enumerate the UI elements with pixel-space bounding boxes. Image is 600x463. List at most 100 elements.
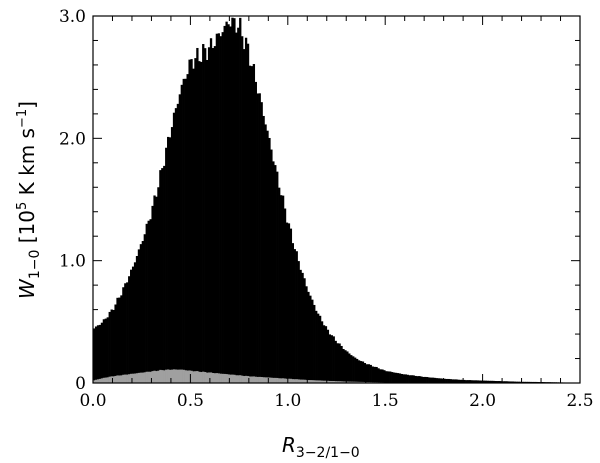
histogram-bar-total bbox=[241, 36, 244, 383]
histogram-bar-subset bbox=[155, 371, 158, 383]
histogram-bar-total bbox=[486, 380, 489, 383]
histogram-bar-subset bbox=[311, 380, 314, 383]
histogram-bar-subset bbox=[96, 379, 100, 383]
histogram-bar-subset bbox=[297, 379, 300, 383]
histogram-bar-subset bbox=[182, 369, 185, 383]
histogram-bar-total bbox=[515, 381, 519, 383]
histogram-bar-subset bbox=[174, 369, 178, 383]
histogram-bar-total bbox=[428, 377, 431, 383]
histogram-bar-subset bbox=[318, 380, 322, 383]
y-tick-labels: 0 1.0 2.0 3.0 bbox=[59, 7, 86, 394]
histogram-bar-total bbox=[435, 378, 439, 383]
histogram-bar-total bbox=[392, 372, 396, 383]
histogram-bar-total bbox=[274, 165, 277, 383]
histogram-bar-subset bbox=[254, 376, 257, 383]
histogram-bar-total bbox=[93, 328, 96, 383]
histogram-bar-total bbox=[157, 187, 160, 383]
histogram-bar-subset bbox=[141, 372, 144, 383]
histogram-bar-subset bbox=[326, 380, 330, 383]
histogram-bar-total bbox=[135, 256, 139, 383]
histogram-bar-total bbox=[211, 48, 215, 383]
histogram-bar-total bbox=[168, 137, 172, 383]
histogram-bar-subset bbox=[264, 377, 267, 383]
histogram-bar-subset bbox=[334, 381, 337, 383]
y-axis-label: W1−0 [105 K km s−1] bbox=[15, 101, 43, 299]
histogram-bar-total bbox=[394, 372, 398, 383]
histogram-bar-total bbox=[478, 380, 481, 383]
histogram-bar-subset bbox=[202, 371, 205, 383]
histogram-bar-subset bbox=[266, 377, 269, 383]
histogram-bar-subset bbox=[211, 373, 215, 383]
histogram-bar-total bbox=[94, 326, 98, 383]
histogram-bar-total bbox=[190, 59, 193, 384]
histogram-bar-total bbox=[202, 44, 205, 383]
histogram-bar-total bbox=[233, 18, 236, 383]
histogram-bar-subset bbox=[93, 380, 96, 383]
histogram-bar-subset bbox=[196, 371, 199, 383]
histogram-bar-total bbox=[336, 343, 339, 383]
histogram-bar-subset bbox=[176, 369, 180, 383]
histogram-bar-subset bbox=[145, 371, 148, 383]
histogram-bar-total bbox=[507, 381, 511, 383]
histogram-bar-total bbox=[441, 378, 444, 383]
histogram-bar-subset bbox=[126, 374, 129, 383]
histogram-bar-subset bbox=[239, 375, 242, 383]
histogram-bar-total bbox=[439, 378, 443, 383]
histogram-bar-total bbox=[379, 369, 382, 383]
histogram-bar-subset bbox=[102, 377, 106, 383]
histogram-bar-total bbox=[186, 74, 189, 384]
histogram-bar-total bbox=[280, 195, 283, 383]
histogram-bar-total bbox=[496, 381, 499, 383]
histogram-bar-total bbox=[299, 269, 302, 383]
histogram-bar-total bbox=[463, 379, 466, 383]
histogram-bar-total bbox=[252, 64, 256, 383]
histogram-bar-subset bbox=[131, 373, 135, 383]
histogram-bar-subset bbox=[307, 380, 310, 383]
histogram-bar-total bbox=[122, 287, 125, 383]
histogram-bar-total bbox=[422, 376, 425, 383]
histogram-bar-subset bbox=[281, 378, 285, 383]
histogram-bar-total bbox=[338, 343, 341, 383]
histogram-bar-subset bbox=[108, 376, 111, 383]
histogram-bar-total bbox=[153, 195, 156, 383]
histogram-bar-total bbox=[161, 168, 164, 383]
histogram-bar-total bbox=[375, 366, 378, 383]
x-tick-label: 0.0 bbox=[79, 391, 106, 411]
histogram-bar-total bbox=[309, 295, 312, 383]
histogram-bar-subset bbox=[231, 374, 234, 383]
histogram-bar-subset bbox=[289, 378, 293, 383]
histogram-bar-subset bbox=[223, 373, 226, 383]
histogram-bar-total bbox=[235, 32, 238, 383]
histogram-bar-total bbox=[357, 360, 361, 383]
histogram-bar-total bbox=[128, 276, 131, 383]
histogram-bar-total bbox=[180, 84, 183, 383]
histogram-bar-total bbox=[404, 374, 407, 383]
histogram-bar-total bbox=[174, 108, 178, 384]
histogram-bar-total bbox=[114, 304, 117, 383]
histogram-bar-total bbox=[172, 112, 176, 384]
histogram-bar-total bbox=[293, 249, 296, 383]
histogram-bar-subset bbox=[301, 379, 304, 383]
histogram-bar-total bbox=[303, 278, 306, 383]
histogram-bar-subset bbox=[258, 376, 261, 383]
histogram-bar-total bbox=[116, 297, 119, 383]
histogram-bar-total bbox=[348, 353, 351, 383]
histogram-bar-subset bbox=[317, 380, 320, 383]
histogram-bar-subset bbox=[227, 374, 230, 383]
histogram-bar-total bbox=[272, 161, 275, 383]
histogram-bar-total bbox=[287, 223, 291, 383]
histogram-bar-total bbox=[223, 25, 226, 383]
histogram-bar-total bbox=[468, 380, 472, 383]
histogram-bar-total bbox=[492, 380, 495, 383]
histogram-bar-total bbox=[424, 376, 427, 383]
histogram-bar-total bbox=[165, 147, 168, 383]
y-tick-label: 1.0 bbox=[59, 252, 86, 272]
histogram-bar-subset bbox=[153, 370, 156, 383]
histogram-bar-total bbox=[221, 32, 224, 383]
histogram-bar-total bbox=[342, 349, 345, 383]
histogram-bar-subset bbox=[246, 376, 250, 383]
histogram-bar-subset bbox=[167, 369, 170, 383]
histogram-bar-subset bbox=[157, 370, 160, 383]
histogram-bar-total bbox=[373, 366, 376, 383]
histogram-bar-subset bbox=[104, 377, 107, 383]
